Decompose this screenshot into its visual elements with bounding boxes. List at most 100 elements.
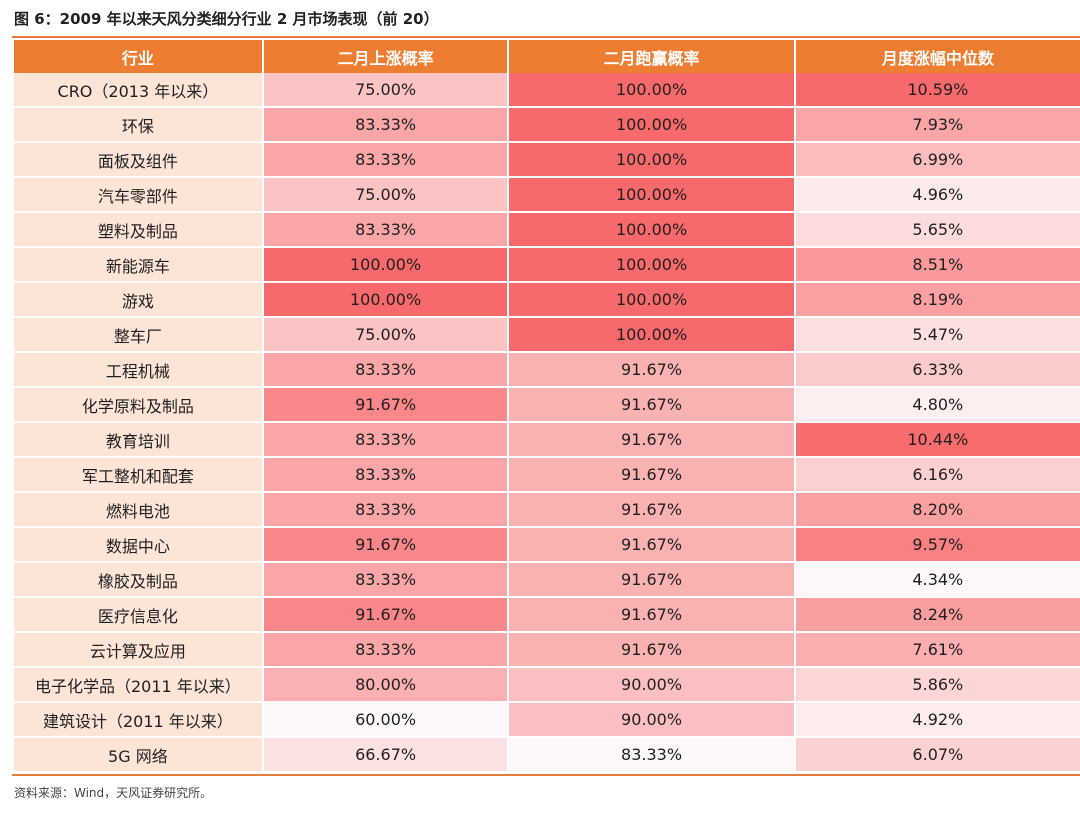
cell-up-prob: 83.33%: [263, 423, 508, 458]
table-row: 橡胶及制品 83.33% 91.67% 4.34%: [14, 563, 1080, 598]
cell-industry: 燃料电池: [14, 493, 262, 528]
cell-beat-prob: 91.67%: [509, 423, 794, 458]
cell-industry: 新能源车: [14, 248, 262, 283]
bottom-divider: [12, 774, 1080, 776]
cell-up-prob: 75.00%: [263, 73, 508, 108]
cell-up-prob: 66.67%: [263, 738, 508, 773]
title-divider: [12, 36, 1080, 38]
cell-median: 10.59%: [795, 73, 1080, 108]
table-row: 数据中心 91.67% 91.67% 9.57%: [14, 528, 1080, 563]
cell-up-prob: 83.33%: [263, 458, 508, 493]
cell-median: 8.51%: [795, 248, 1080, 283]
cell-beat-prob: 100.00%: [509, 318, 794, 353]
cell-beat-prob: 91.67%: [509, 633, 794, 668]
cell-median: 8.24%: [795, 598, 1080, 633]
cell-industry: 军工整机和配套: [14, 458, 262, 493]
cell-median: 7.93%: [795, 108, 1080, 143]
cell-up-prob: 80.00%: [263, 668, 508, 703]
cell-beat-prob: 100.00%: [509, 108, 794, 143]
cell-beat-prob: 91.67%: [509, 353, 794, 388]
table-row: 新能源车 100.00% 100.00% 8.51%: [14, 248, 1080, 283]
cell-industry: 游戏: [14, 283, 262, 318]
cell-up-prob: 83.33%: [263, 563, 508, 598]
cell-beat-prob: 83.33%: [509, 738, 794, 773]
cell-industry: 医疗信息化: [14, 598, 262, 633]
cell-beat-prob: 100.00%: [509, 143, 794, 178]
cell-median: 6.07%: [795, 738, 1080, 773]
cell-up-prob: 100.00%: [263, 283, 508, 318]
header-row: 行业 二月上涨概率 二月跑赢概率 月度涨幅中位数: [14, 40, 1080, 73]
cell-beat-prob: 91.67%: [509, 493, 794, 528]
cell-up-prob: 60.00%: [263, 703, 508, 738]
cell-median: 6.33%: [795, 353, 1080, 388]
table-body: CRO（2013 年以来） 75.00% 100.00% 10.59% 环保 83.33%…: [14, 73, 1080, 773]
industry-performance-table: 行业 二月上涨概率 二月跑赢概率 月度涨幅中位数 CRO（2013 年以来） 75…: [12, 40, 1080, 773]
cell-industry: 汽车零部件: [14, 178, 262, 213]
table-row: 塑料及制品 83.33% 100.00% 5.65%: [14, 213, 1080, 248]
cell-up-prob: 75.00%: [263, 318, 508, 353]
cell-beat-prob: 100.00%: [509, 178, 794, 213]
cell-industry: 化学原料及制品: [14, 388, 262, 423]
table-row: 整车厂 75.00% 100.00% 5.47%: [14, 318, 1080, 353]
cell-median: 4.34%: [795, 563, 1080, 598]
table-row: CRO（2013 年以来） 75.00% 100.00% 10.59%: [14, 73, 1080, 108]
table-row: 汽车零部件 75.00% 100.00% 4.96%: [14, 178, 1080, 213]
cell-industry: 橡胶及制品: [14, 563, 262, 598]
cell-up-prob: 83.33%: [263, 493, 508, 528]
cell-industry: 环保: [14, 108, 262, 143]
cell-median: 6.16%: [795, 458, 1080, 493]
cell-median: 4.80%: [795, 388, 1080, 423]
cell-median: 7.61%: [795, 633, 1080, 668]
cell-median: 5.86%: [795, 668, 1080, 703]
cell-up-prob: 83.33%: [263, 353, 508, 388]
cell-up-prob: 75.00%: [263, 178, 508, 213]
cell-up-prob: 83.33%: [263, 213, 508, 248]
cell-industry: 建筑设计（2011 年以来）: [14, 703, 262, 738]
cell-up-prob: 91.67%: [263, 598, 508, 633]
cell-median: 8.20%: [795, 493, 1080, 528]
figure-title: 图 6：2009 年以来天风分类细分行业 2 月市场表现（前 20）: [14, 10, 439, 28]
cell-median: 4.96%: [795, 178, 1080, 213]
cell-up-prob: 83.33%: [263, 108, 508, 143]
table-row: 5G 网络 66.67% 83.33% 6.07%: [14, 738, 1080, 773]
cell-industry: 塑料及制品: [14, 213, 262, 248]
cell-median: 4.92%: [795, 703, 1080, 738]
cell-industry: 云计算及应用: [14, 633, 262, 668]
header-up-prob: 二月上涨概率: [263, 40, 508, 73]
cell-up-prob: 100.00%: [263, 248, 508, 283]
cell-industry: CRO（2013 年以来）: [14, 73, 262, 108]
cell-beat-prob: 100.00%: [509, 248, 794, 283]
cell-up-prob: 83.33%: [263, 633, 508, 668]
cell-industry: 工程机械: [14, 353, 262, 388]
table-row: 医疗信息化 91.67% 91.67% 8.24%: [14, 598, 1080, 633]
cell-beat-prob: 100.00%: [509, 73, 794, 108]
cell-median: 5.47%: [795, 318, 1080, 353]
cell-industry: 电子化学品（2011 年以来）: [14, 668, 262, 703]
cell-beat-prob: 91.67%: [509, 563, 794, 598]
table-row: 游戏 100.00% 100.00% 8.19%: [14, 283, 1080, 318]
cell-up-prob: 83.33%: [263, 143, 508, 178]
cell-median: 6.99%: [795, 143, 1080, 178]
cell-industry: 面板及组件: [14, 143, 262, 178]
cell-industry: 教育培训: [14, 423, 262, 458]
cell-industry: 数据中心: [14, 528, 262, 563]
cell-industry: 5G 网络: [14, 738, 262, 773]
cell-up-prob: 91.67%: [263, 528, 508, 563]
cell-up-prob: 91.67%: [263, 388, 508, 423]
header-industry: 行业: [14, 40, 262, 73]
cell-median: 9.57%: [795, 528, 1080, 563]
cell-industry: 整车厂: [14, 318, 262, 353]
cell-median: 10.44%: [795, 423, 1080, 458]
header-beat-prob: 二月跑赢概率: [509, 40, 794, 73]
cell-beat-prob: 91.67%: [509, 598, 794, 633]
cell-median: 8.19%: [795, 283, 1080, 318]
cell-median: 5.65%: [795, 213, 1080, 248]
cell-beat-prob: 91.67%: [509, 528, 794, 563]
header-median: 月度涨幅中位数: [795, 40, 1080, 73]
table-row: 军工整机和配套 83.33% 91.67% 6.16%: [14, 458, 1080, 493]
cell-beat-prob: 90.00%: [509, 668, 794, 703]
table-row: 工程机械 83.33% 91.67% 6.33%: [14, 353, 1080, 388]
cell-beat-prob: 91.67%: [509, 388, 794, 423]
table-row: 化学原料及制品 91.67% 91.67% 4.80%: [14, 388, 1080, 423]
table-row: 燃料电池 83.33% 91.67% 8.20%: [14, 493, 1080, 528]
